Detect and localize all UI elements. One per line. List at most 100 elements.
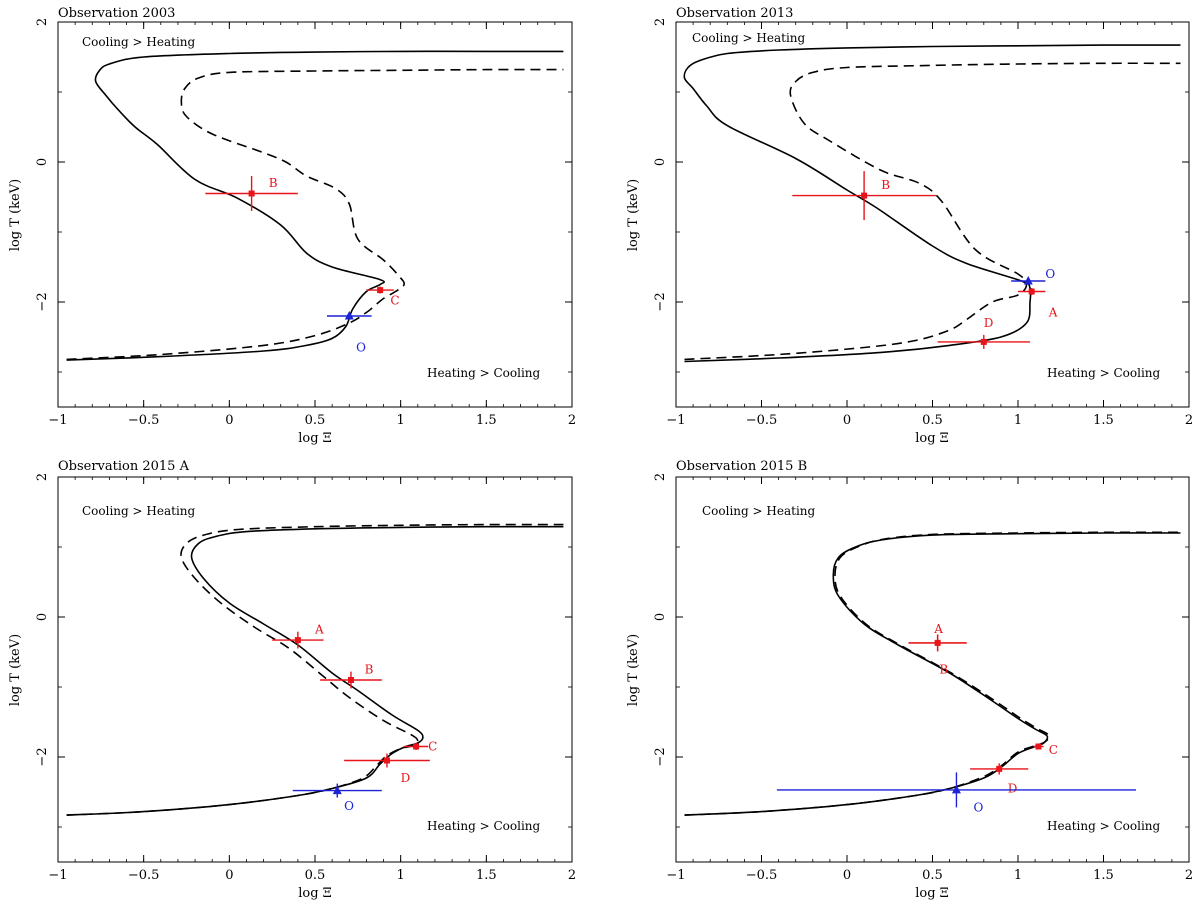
data-point-marker [413,743,420,750]
heating-annotation: Heating > Cooling [427,819,541,833]
x-axis-label: log Ξ [298,886,332,901]
x-tick-label: 1 [397,413,405,428]
data-point-marker [980,338,987,345]
x-axis-label: log Ξ [915,886,949,901]
dashed-curve [684,531,1181,816]
x-tick-label: 2 [1185,413,1193,428]
x-tick-label: 1 [397,868,405,883]
data-point-marker [344,311,354,320]
y-tick-label: 2 [35,473,50,481]
data-point-label: O [344,799,354,813]
plot-frame [57,476,573,863]
x-tick-label: 1.5 [1093,868,1114,883]
cooling-annotation: Cooling > Heating [82,504,196,518]
solid-curve [683,44,1181,363]
y-tick-label: 0 [653,613,668,621]
heating-annotation: Heating > Cooling [1047,366,1161,380]
data-point-label: D [1008,782,1018,796]
data-point-marker [248,190,255,197]
x-tick-label: 1.5 [476,413,497,428]
cooling-annotation: Cooling > Heating [82,35,196,49]
data-point-label: B [269,176,278,190]
x-tick-label: 0.5 [305,868,326,883]
y-tick-label: 0 [35,158,50,166]
cooling-annotation: Cooling > Heating [692,31,806,45]
solid-curve [684,532,1181,816]
solid-curve [66,525,564,816]
x-tick-label: −0.5 [128,413,160,428]
x-tick-label: −1 [666,413,685,428]
panel-2013: Observation 2013 Cooling > Heating Heati… [626,6,1193,446]
data-point-marker [347,677,354,683]
x-tick-label: −1 [48,413,67,428]
panel-title: Observation 2013 [676,6,793,21]
data-point-label: C [428,740,437,754]
solid-curve [66,50,564,361]
data-point-label: A [933,622,943,636]
data-point-label: O [1045,267,1055,281]
panel-2015b: Observation 2015 B Cooling > Heating Hea… [626,459,1193,901]
y-axis-label: log T (keV) [8,634,23,706]
y-tick-label: −2 [35,292,50,311]
data-point-marker [377,287,384,294]
x-tick-label: −0.5 [746,868,778,883]
x-tick-label: −0.5 [746,413,778,428]
data-point-label: B [939,663,948,677]
x-axis-label: log Ξ [298,431,332,446]
plot-frame [57,21,573,408]
x-tick-label: 1.5 [476,868,497,883]
data-point-marker [861,192,868,199]
x-axis-label: log Ξ [915,431,949,446]
heating-annotation: Heating > Cooling [427,366,541,380]
x-tick-label: 1 [1014,868,1022,883]
y-tick-label: 0 [653,158,668,166]
data-point-label: C [1049,743,1058,757]
y-tick-label: 2 [35,18,50,26]
dashed-curve [66,523,564,816]
y-axis-label: log T (keV) [626,179,641,251]
panel-2015a: Observation 2015 A Cooling > Heating Hea… [8,459,576,901]
data-point-marker [294,637,301,644]
y-axis-label: log T (keV) [8,179,23,251]
x-tick-label: 2 [568,413,576,428]
data-point-label: B [881,178,890,192]
y-tick-label: 0 [35,613,50,621]
x-tick-label: 2 [568,868,576,883]
data-point-label: O [974,800,984,814]
y-tick-label: 2 [653,473,668,481]
x-tick-label: −1 [48,868,67,883]
dashed-curve [66,68,564,361]
x-tick-label: 2 [1185,868,1193,883]
heating-annotation: Heating > Cooling [1047,819,1161,833]
data-point-marker [1023,276,1033,285]
y-tick-label: −2 [35,747,50,766]
data-point-marker [1035,743,1042,750]
data-point-label: C [390,294,399,308]
x-tick-label: 0 [843,413,851,428]
y-tick-label: −2 [653,292,668,311]
data-point-label: B [365,663,374,677]
panel-2003: Observation 2003 Cooling > Heating Heati… [8,6,576,446]
data-point-marker [996,765,1003,772]
x-tick-label: −1 [666,868,685,883]
data-point-label: D [984,316,994,330]
y-tick-label: 2 [653,18,668,26]
data-point-marker [383,757,390,764]
y-axis-label: log T (keV) [626,634,641,706]
panel-title: Observation 2015 B [676,459,807,474]
data-point-marker [1028,288,1035,295]
data-point-label: D [401,771,411,785]
x-tick-label: 0.5 [922,413,943,428]
plot-frame [675,21,1190,408]
data-point-label: O [356,341,366,355]
cooling-annotation: Cooling > Heating [702,504,816,518]
data-point-marker [951,784,961,794]
x-tick-label: 0 [843,868,851,883]
data-point-marker [332,785,342,795]
x-tick-label: 0 [225,868,233,883]
x-tick-label: 1 [1014,413,1022,428]
data-point-label: A [1048,306,1058,320]
panel-title: Observation 2015 A [58,459,190,474]
x-tick-label: 0.5 [922,868,943,883]
